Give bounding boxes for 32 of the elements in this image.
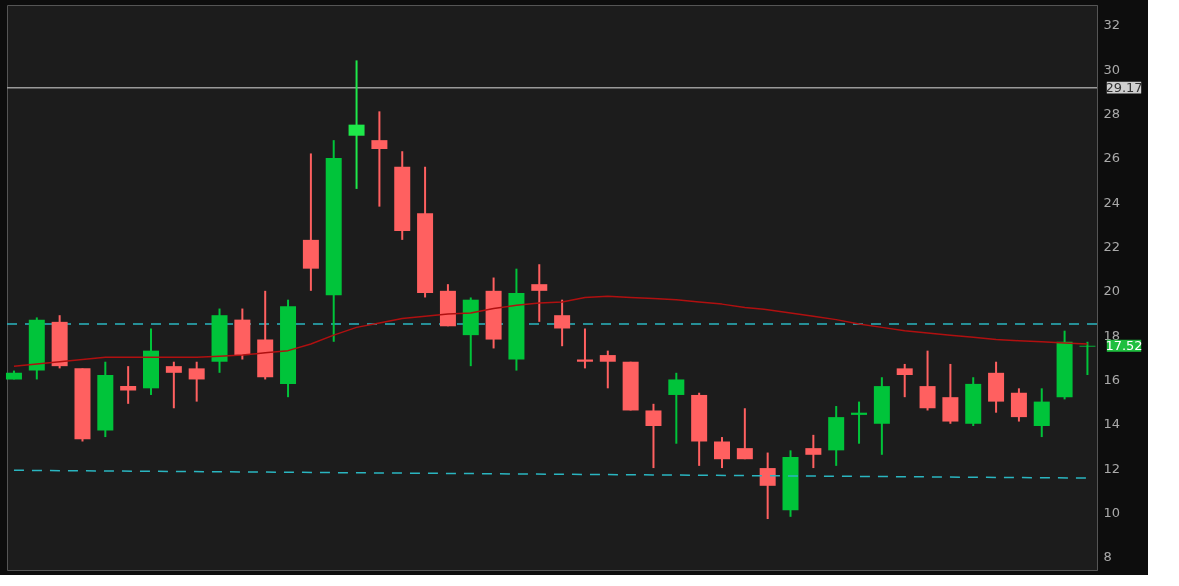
candlestick [188,360,205,403]
y-tick-label: 26 [1103,150,1121,166]
y-tick-label: 14 [1103,416,1121,432]
y-tick-label: 28 [1103,106,1121,122]
y-tick-label: 10 [1103,504,1121,520]
candlestick [576,327,593,370]
candlestick [371,110,388,208]
candlestick [919,349,936,412]
candlestick [554,298,571,348]
candlestick [896,362,913,399]
candlestick [165,360,182,410]
candlestick [805,433,822,470]
candlestick [599,349,616,390]
y-tick-label: 12 [1103,460,1121,476]
y-tick-label: 16 [1103,371,1121,387]
candlestick [1079,340,1096,377]
y-tick-label: 22 [1103,239,1121,255]
candlestick [851,400,868,445]
y-tick-label: 32 [1103,17,1121,33]
y-tick-label: 8 [1103,549,1112,565]
y-tick-label: 30 [1103,61,1121,77]
candlestick [668,371,685,445]
candlestick [348,59,365,190]
y-tick-label: 24 [1103,194,1121,210]
candlestick [759,451,776,521]
candlestick [736,407,753,461]
ref-line-label: 29.17 [1105,79,1143,95]
candlestick [531,263,548,323]
candlestick [645,402,662,470]
y-tick-label: 20 [1103,283,1121,299]
candlestick [120,365,137,405]
candlestick [714,436,730,470]
